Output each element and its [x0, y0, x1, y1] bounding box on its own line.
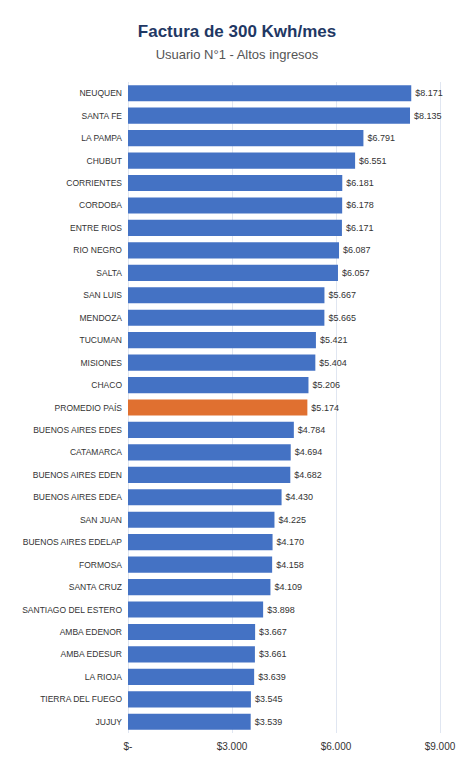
svg-text:$6.181: $6.181	[346, 178, 374, 188]
svg-text:ENTRE RIOS: ENTRE RIOS	[70, 223, 122, 233]
svg-text:$8.135: $8.135	[414, 111, 442, 121]
svg-text:$6.087: $6.087	[343, 245, 371, 255]
svg-text:$8.171: $8.171	[415, 88, 443, 98]
svg-text:SANTA FE: SANTA FE	[82, 111, 123, 121]
svg-text:$5.667: $5.667	[328, 290, 356, 300]
svg-text:$5.665: $5.665	[328, 313, 356, 323]
svg-text:$6.178: $6.178	[346, 200, 374, 210]
svg-text:$4.109: $4.109	[274, 582, 302, 592]
svg-text:$9.000: $9.000	[425, 741, 456, 752]
svg-text:$3.898: $3.898	[267, 605, 295, 615]
svg-text:$4.682: $4.682	[294, 470, 322, 480]
svg-text:PROMEDIO PAÍS: PROMEDIO PAÍS	[55, 403, 123, 413]
svg-text:SAN LUIS: SAN LUIS	[83, 290, 122, 300]
svg-text:Usuario N°1 - Altos ingresos: Usuario N°1 - Altos ingresos	[156, 47, 319, 62]
svg-text:$5.174: $5.174	[311, 403, 339, 413]
svg-text:LA RIOJA: LA RIOJA	[85, 672, 123, 682]
svg-text:$4.158: $4.158	[276, 560, 304, 570]
svg-text:SANTA CRUZ: SANTA CRUZ	[69, 582, 122, 592]
svg-text:CHUBUT: CHUBUT	[87, 156, 122, 166]
svg-text:BUENOS AIRES EDES: BUENOS AIRES EDES	[33, 425, 122, 435]
svg-text:TIERRA DEL FUEGO: TIERRA DEL FUEGO	[40, 694, 122, 704]
svg-text:SALTA: SALTA	[96, 268, 122, 278]
svg-text:$4.694: $4.694	[295, 447, 323, 457]
svg-text:AMBA EDENOR: AMBA EDENOR	[60, 627, 122, 637]
svg-text:$3.639: $3.639	[258, 672, 286, 682]
svg-text:RIO NEGRO: RIO NEGRO	[73, 245, 122, 255]
svg-text:CATAMARCA: CATAMARCA	[70, 447, 122, 457]
svg-text:$6.000: $6.000	[321, 741, 352, 752]
svg-text:Factura de 300 Kwh/mes: Factura de 300 Kwh/mes	[138, 22, 336, 41]
svg-text:$3.539: $3.539	[255, 717, 283, 727]
svg-text:$6.171: $6.171	[346, 223, 374, 233]
svg-text:$4.225: $4.225	[278, 515, 306, 525]
svg-text:$5.404: $5.404	[319, 358, 347, 368]
svg-text:NEUQUEN: NEUQUEN	[79, 88, 122, 98]
svg-text:CORRIENTES: CORRIENTES	[66, 178, 122, 188]
svg-text:BUENOS AIRES EDELAP: BUENOS AIRES EDELAP	[23, 537, 123, 547]
svg-text:JUJUY: JUJUY	[96, 717, 123, 727]
svg-text:SAN JUAN: SAN JUAN	[80, 515, 122, 525]
svg-text:$3.667: $3.667	[259, 627, 287, 637]
svg-text:$4.430: $4.430	[286, 492, 314, 502]
svg-text:$-: $-	[124, 741, 133, 752]
svg-text:$3.000: $3.000	[217, 741, 248, 752]
svg-text:SANTIAGO DEL ESTERO: SANTIAGO DEL ESTERO	[22, 605, 122, 615]
svg-text:$4.170: $4.170	[277, 537, 305, 547]
svg-text:$5.421: $5.421	[320, 335, 348, 345]
svg-text:BUENOS AIRES EDEA: BUENOS AIRES EDEA	[33, 492, 122, 502]
svg-text:$6.791: $6.791	[367, 133, 395, 143]
svg-text:CORDOBA: CORDOBA	[79, 200, 122, 210]
svg-text:CHACO: CHACO	[91, 380, 122, 390]
svg-text:$5.206: $5.206	[312, 380, 340, 390]
svg-text:$3.661: $3.661	[259, 649, 287, 659]
svg-text:MISIONES: MISIONES	[80, 358, 122, 368]
svg-text:MENDOZA: MENDOZA	[80, 313, 123, 323]
svg-text:BUENOS AIRES EDEN: BUENOS AIRES EDEN	[33, 470, 122, 480]
svg-text:$6.057: $6.057	[342, 268, 370, 278]
svg-text:AMBA EDESUR: AMBA EDESUR	[61, 649, 122, 659]
svg-text:$6.551: $6.551	[359, 156, 387, 166]
svg-text:$4.784: $4.784	[298, 425, 326, 435]
svg-text:FORMOSA: FORMOSA	[79, 560, 122, 570]
svg-text:LA PAMPA: LA PAMPA	[81, 133, 122, 143]
svg-text:$3.545: $3.545	[255, 694, 283, 704]
svg-text:TUCUMAN: TUCUMAN	[80, 335, 123, 345]
